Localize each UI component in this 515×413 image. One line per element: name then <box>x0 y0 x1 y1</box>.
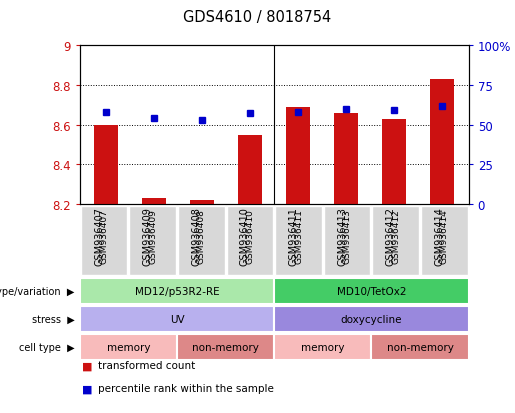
Text: GSM936412: GSM936412 <box>391 209 400 263</box>
Bar <box>286 107 310 205</box>
Text: genotype/variation  ▶: genotype/variation ▶ <box>0 286 75 296</box>
Text: ■: ■ <box>82 383 93 393</box>
Text: MD10/TetOx2: MD10/TetOx2 <box>337 286 406 296</box>
Text: memory: memory <box>301 342 345 352</box>
Text: GSM936413: GSM936413 <box>337 207 347 266</box>
Text: GSM936409: GSM936409 <box>148 209 157 264</box>
Text: memory: memory <box>107 342 150 352</box>
Text: percentile rank within the sample: percentile rank within the sample <box>98 383 274 393</box>
Text: GSM936408: GSM936408 <box>197 209 206 264</box>
Bar <box>430 80 454 205</box>
Text: stress  ▶: stress ▶ <box>32 314 75 324</box>
Text: GSM936412: GSM936412 <box>386 207 396 266</box>
Text: non-memory: non-memory <box>387 342 454 352</box>
Text: GSM936411: GSM936411 <box>294 209 303 264</box>
Text: non-memory: non-memory <box>192 342 259 352</box>
Text: GSM936408: GSM936408 <box>192 207 201 266</box>
Text: GSM936407: GSM936407 <box>99 209 109 264</box>
Text: ■: ■ <box>82 361 93 370</box>
Text: GSM936409: GSM936409 <box>143 207 153 266</box>
Text: GSM936411: GSM936411 <box>288 207 299 266</box>
Text: doxycycline: doxycycline <box>341 314 402 324</box>
Text: GSM936407: GSM936407 <box>94 207 104 266</box>
Text: transformed count: transformed count <box>98 361 195 370</box>
Text: MD12/p53R2-RE: MD12/p53R2-RE <box>135 286 219 296</box>
Bar <box>382 119 406 205</box>
Bar <box>238 135 262 205</box>
Bar <box>142 199 166 205</box>
Text: GSM936413: GSM936413 <box>342 209 352 264</box>
Text: GSM936410: GSM936410 <box>240 207 250 266</box>
Text: GSM936410: GSM936410 <box>246 209 254 264</box>
Text: UV: UV <box>170 314 184 324</box>
Text: GSM936414: GSM936414 <box>434 207 444 266</box>
Bar <box>94 125 118 205</box>
Text: GDS4610 / 8018754: GDS4610 / 8018754 <box>183 10 332 25</box>
Bar <box>334 114 358 205</box>
Text: cell type  ▶: cell type ▶ <box>19 342 75 352</box>
Text: GSM936414: GSM936414 <box>440 209 449 263</box>
Bar <box>190 201 214 205</box>
